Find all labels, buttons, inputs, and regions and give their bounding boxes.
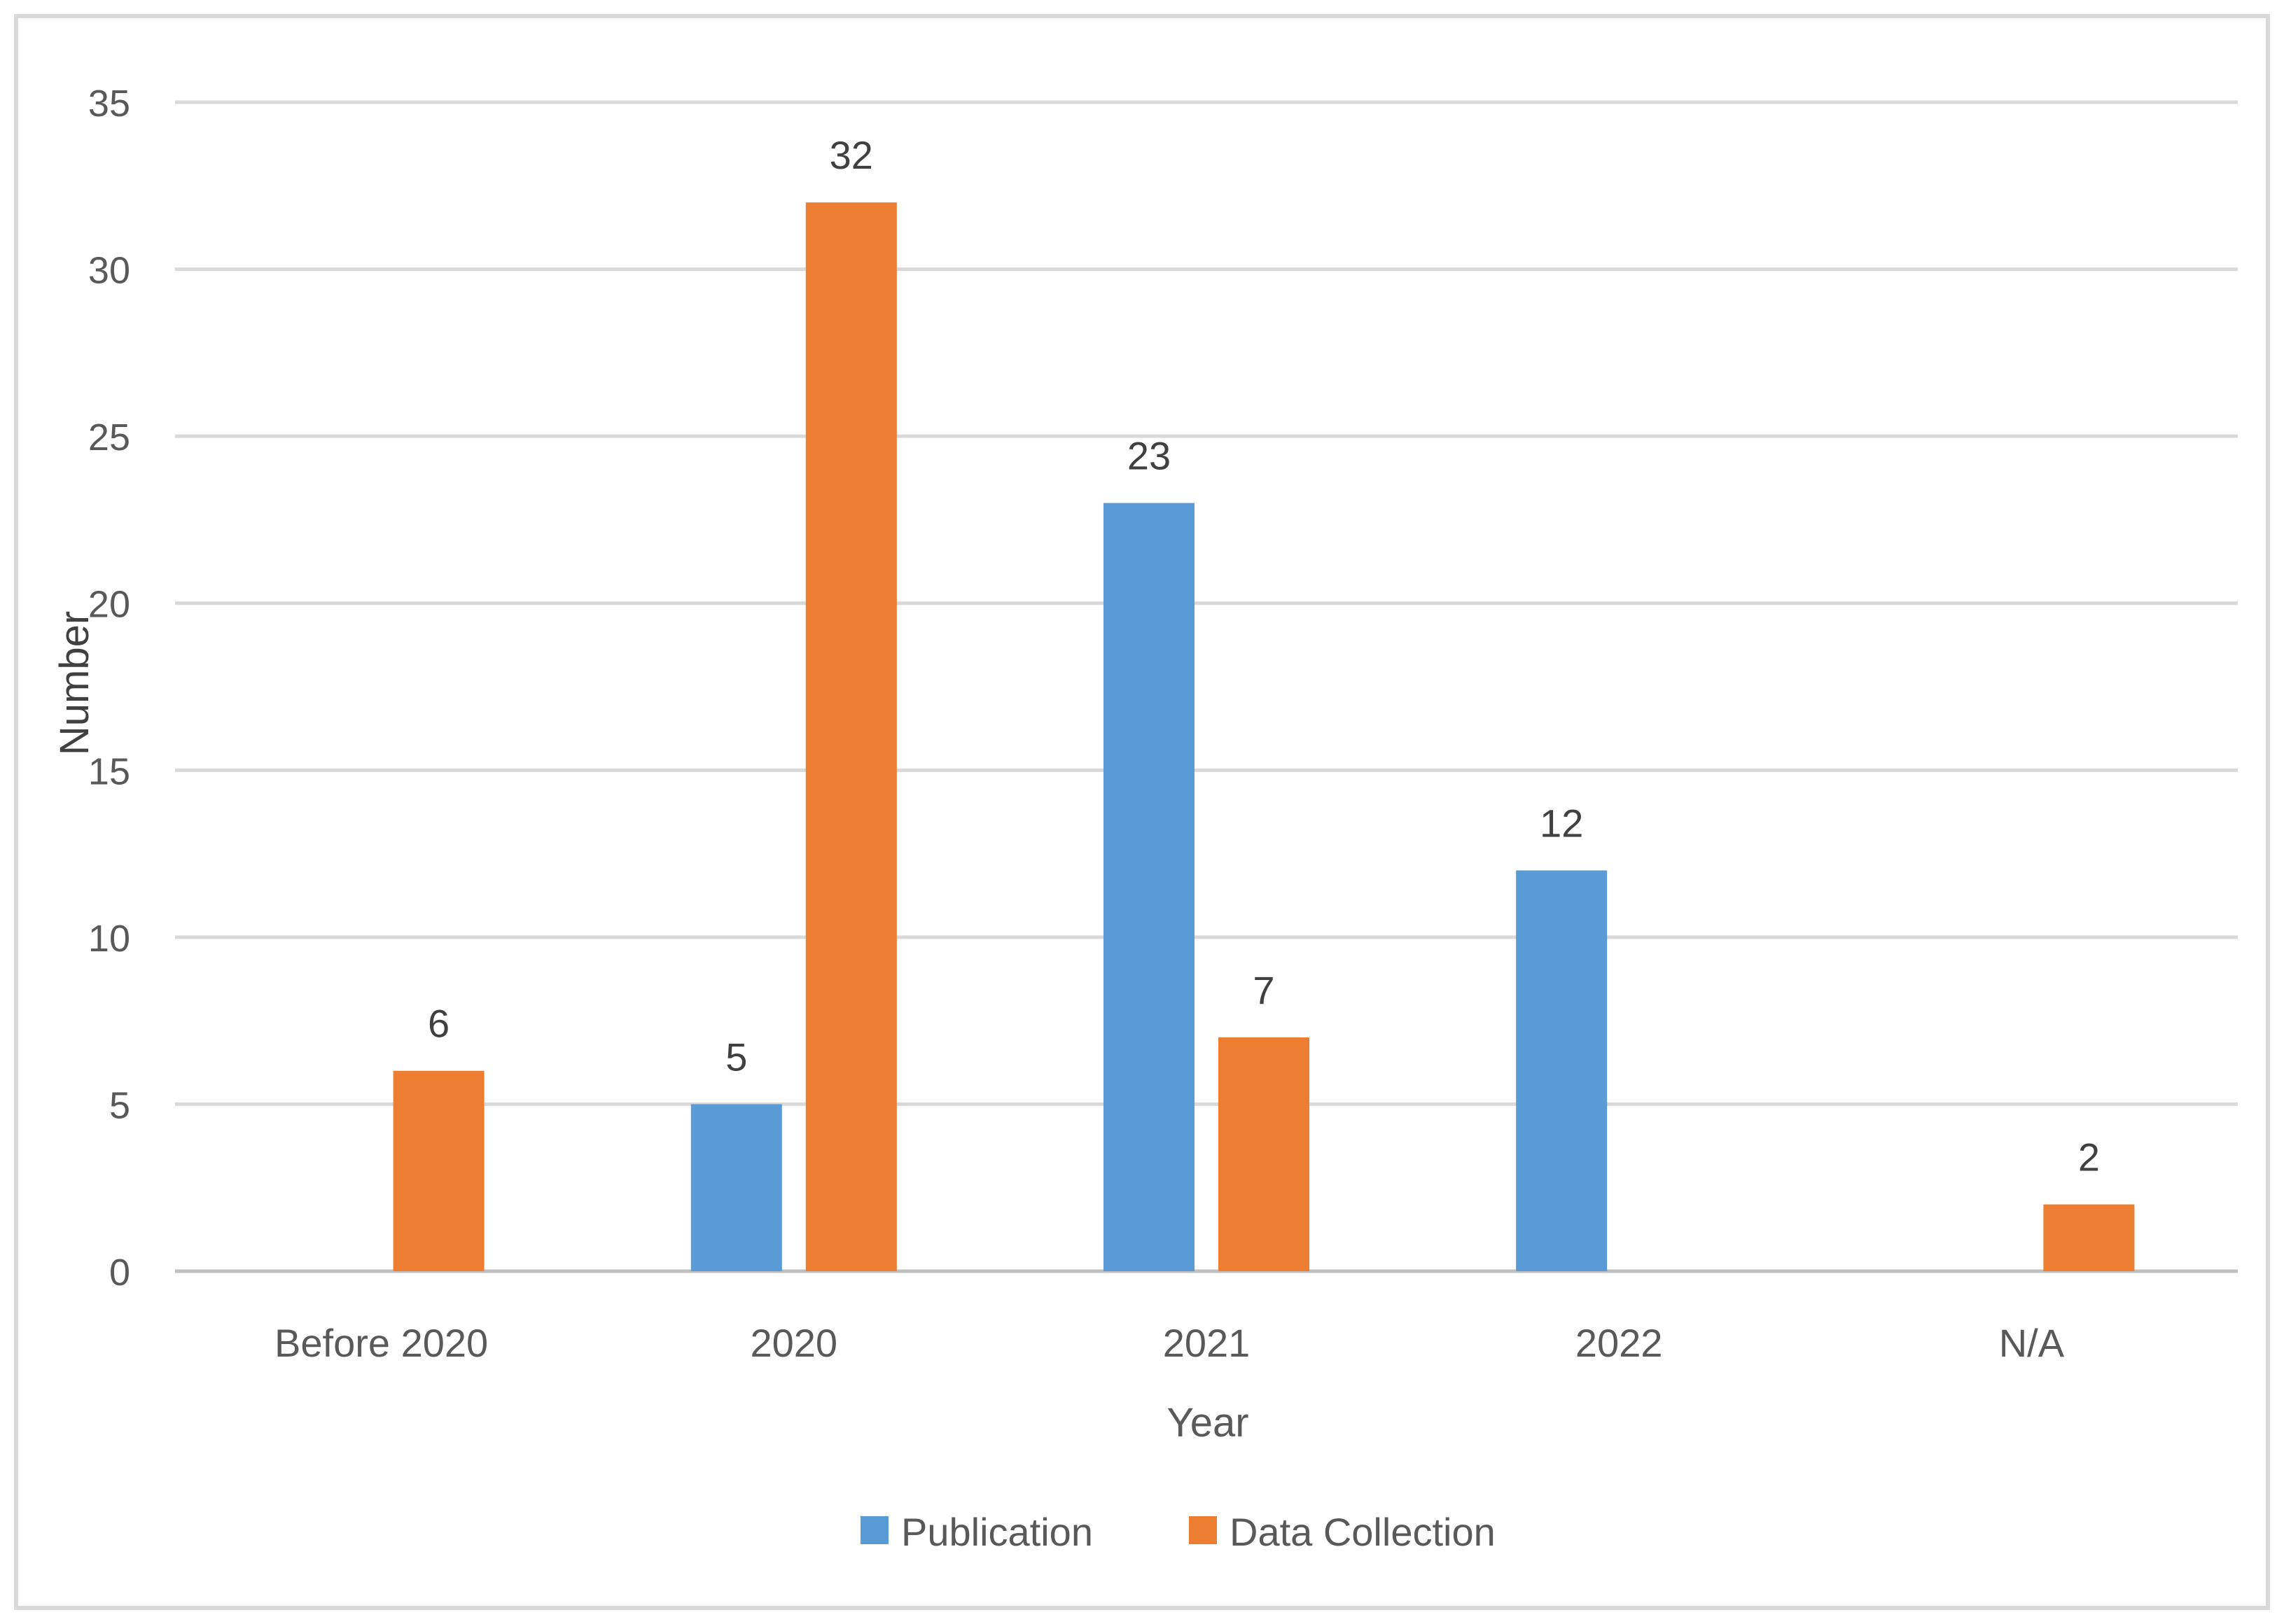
- x-axis-ticks: Before 2020 2020 2021 2022 N/A: [274, 1321, 2065, 1365]
- y-tick-label: 35: [88, 83, 130, 125]
- y-axis-title: Number: [52, 611, 97, 755]
- x-axis-title: Year: [1167, 1400, 1248, 1446]
- bar-data-collection-2: [1218, 1037, 1309, 1271]
- bar-publication-3: [1516, 870, 1608, 1271]
- x-tick-label: 2021: [1163, 1321, 1251, 1365]
- data-label: 12: [1540, 801, 1583, 845]
- data-label: 6: [428, 1002, 450, 1046]
- data-label: 5: [725, 1035, 747, 1079]
- y-tick-label: 20: [88, 584, 130, 626]
- legend-swatch: [1189, 1516, 1217, 1544]
- chart-frame: 0 5 10 15 20 25 30 35 6 5 32 23 7 12 2 Before 2020 202…: [14, 14, 2270, 1610]
- bar-chart: 0 5 10 15 20 25 30 35 6 5 32 23 7 12 2 Before 2020 202…: [52, 83, 2238, 1554]
- bars: [393, 202, 2135, 1272]
- legend-swatch: [861, 1516, 889, 1544]
- data-labels: 6 5 32 23 7 12 2: [428, 133, 2100, 1179]
- y-axis-ticks: 0 5 10 15 20 25 30 35: [88, 83, 130, 1294]
- x-tick-label: 2022: [1575, 1321, 1663, 1365]
- y-tick-label: 10: [88, 918, 130, 960]
- data-label: 32: [830, 133, 873, 177]
- y-tick-label: 5: [109, 1084, 130, 1126]
- bar-data-collection-4: [2043, 1204, 2135, 1271]
- y-tick-label: 15: [88, 750, 130, 792]
- bar-publication-2: [1103, 503, 1195, 1271]
- x-tick-label: 2020: [751, 1321, 838, 1365]
- y-tick-label: 25: [88, 416, 130, 458]
- bar-publication-1: [690, 1104, 782, 1271]
- data-label: 23: [1127, 434, 1171, 478]
- gridlines: [175, 100, 2238, 1273]
- y-tick-label: 0: [109, 1252, 130, 1294]
- x-tick-label: N/A: [1999, 1321, 2065, 1365]
- data-label: 7: [1253, 968, 1274, 1012]
- x-tick-label: Before 2020: [274, 1321, 488, 1365]
- data-label: 2: [2078, 1135, 2100, 1180]
- y-tick-label: 30: [88, 250, 130, 292]
- legend-label: Publication: [901, 1510, 1093, 1554]
- bar-data-collection-0: [393, 1070, 485, 1271]
- legend: Publication Data Collection: [861, 1510, 1496, 1554]
- legend-label: Data Collection: [1230, 1510, 1496, 1554]
- bar-data-collection-1: [805, 202, 897, 1272]
